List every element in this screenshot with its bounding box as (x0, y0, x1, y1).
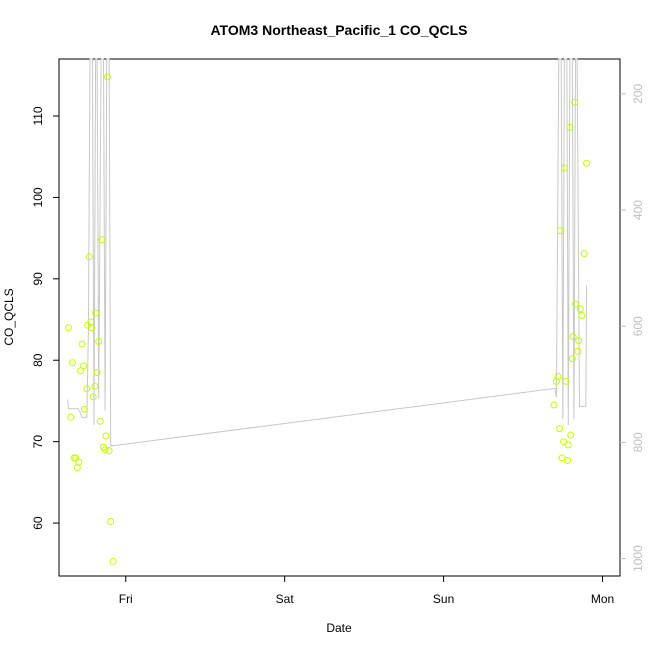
data-point (567, 431, 575, 439)
x-tick-label: Sat (276, 592, 295, 606)
y2-axis: 200 400 600 800 1000 (620, 84, 645, 572)
data-point (578, 312, 586, 319)
y-tick-label: 90 (31, 272, 45, 286)
y2-tick-label: 600 (631, 316, 645, 336)
data-point (80, 362, 88, 370)
data-point (102, 432, 110, 440)
data-point (107, 518, 115, 525)
data-point (65, 324, 72, 332)
data-point (105, 447, 113, 455)
data-point (104, 73, 111, 81)
data-point (89, 393, 97, 401)
data-point (552, 377, 560, 385)
data-point (93, 369, 101, 376)
data-point (109, 557, 117, 565)
data-point (75, 458, 83, 466)
data-point (560, 438, 568, 446)
y-axis-label: CO_QCLS (2, 288, 16, 345)
altitude-layer (67, 58, 588, 447)
data-point (558, 454, 566, 462)
data-point (564, 441, 572, 449)
data-point (78, 340, 86, 348)
x-axis-label: Date (326, 621, 352, 635)
y-tick-label: 80 (31, 353, 45, 367)
data-point (73, 464, 81, 472)
data-point (566, 123, 574, 131)
y2-tick-label: 400 (631, 200, 645, 220)
data-point (67, 413, 75, 421)
points-layer (65, 73, 591, 565)
data-point (85, 253, 93, 261)
data-point (571, 98, 579, 106)
data-point (580, 250, 588, 258)
x-axis: Fri Sat Sun Mon (119, 576, 614, 606)
y2-tick-label: 200 (631, 84, 645, 104)
x-tick-label: Fri (119, 592, 133, 606)
data-point (92, 309, 100, 317)
data-point (564, 456, 572, 464)
y-axis: 60 70 80 90 100 110 (31, 106, 59, 530)
data-point (575, 337, 583, 345)
data-point (95, 338, 103, 345)
y-tick-label: 100 (31, 187, 45, 207)
x-tick-label: Mon (591, 592, 614, 606)
chart-title: ATOM3 Northeast_Pacific_1 CO_QCLS (210, 22, 467, 38)
data-point (98, 236, 106, 244)
x-tick-label: Sun (433, 592, 454, 606)
data-point (80, 405, 88, 413)
data-point (69, 359, 76, 367)
y-tick-label: 60 (31, 516, 45, 530)
data-point (569, 333, 577, 341)
data-point (556, 425, 564, 433)
data-point (568, 355, 576, 363)
y-tick-label: 70 (31, 435, 45, 449)
data-point (550, 401, 558, 409)
data-point (560, 164, 568, 172)
data-point (77, 367, 84, 375)
y-tick-label: 110 (31, 106, 45, 125)
data-point (556, 227, 564, 235)
data-point (572, 300, 579, 308)
altitude-line (67, 58, 588, 447)
data-point (91, 382, 99, 390)
data-point (554, 373, 562, 380)
plot-frame (58, 58, 621, 577)
y2-tick-label: 1000 (631, 545, 645, 572)
data-point (83, 385, 91, 393)
data-point (101, 446, 109, 454)
data-point (88, 324, 96, 332)
data-point (96, 417, 104, 425)
data-point (576, 305, 584, 313)
data-point (583, 159, 591, 167)
data-point (574, 347, 582, 355)
y2-tick-label: 800 (631, 432, 645, 452)
data-point (562, 377, 570, 385)
